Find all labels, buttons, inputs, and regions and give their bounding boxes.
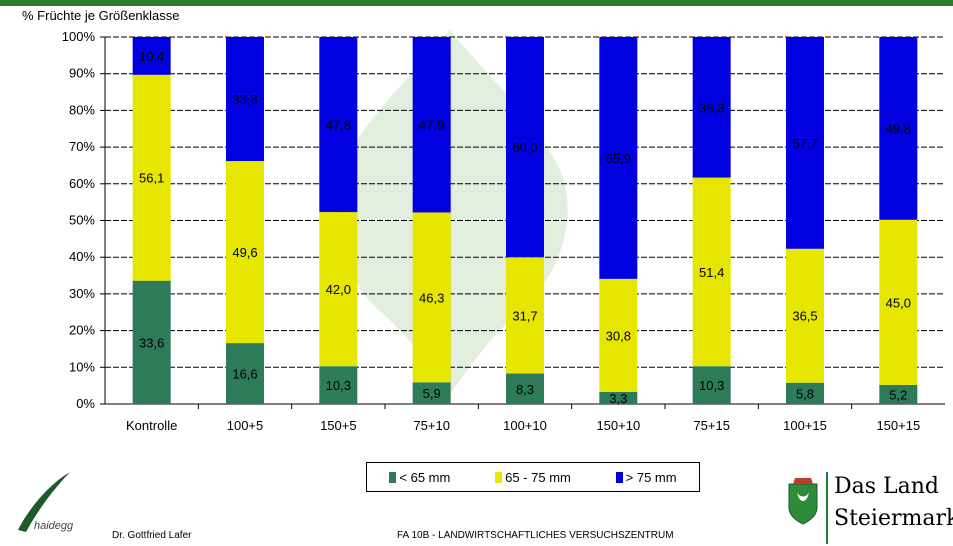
- bar-segment: [599, 391, 638, 404]
- bar-segment: [599, 278, 638, 392]
- data-label: 56,1: [139, 171, 164, 186]
- bar-segment: [692, 177, 731, 367]
- x-tick-label: 75+10: [413, 418, 450, 433]
- data-label: 30,8: [606, 328, 631, 343]
- legend-item-small: < 65 mm: [389, 470, 450, 485]
- bar-segment: [506, 373, 544, 404]
- y-tick-label: 40%: [69, 249, 95, 264]
- data-label: 36,5: [792, 309, 817, 324]
- bar-segment: [786, 382, 824, 404]
- bar-segment: [319, 37, 358, 213]
- legend-swatch-small: [389, 471, 397, 483]
- bar-segment: [692, 37, 731, 178]
- bar-segment: [506, 257, 544, 374]
- y-tick-label: 50%: [69, 213, 95, 228]
- data-label: 60,0: [512, 140, 537, 155]
- y-tick-label: 30%: [69, 286, 95, 301]
- x-tick-label: 75+15: [693, 418, 730, 433]
- bar-segment: [879, 37, 918, 220]
- x-tick-label: 150+10: [596, 418, 640, 433]
- bar-segment: [319, 366, 358, 404]
- bar-segment: [132, 74, 171, 281]
- logo-text-steiermark: Steiermark: [834, 506, 953, 531]
- data-label: 47,8: [326, 118, 351, 133]
- bar-segment: [226, 37, 264, 162]
- chart-legend: < 65 mm 65 - 75 mm > 75 mm: [366, 462, 700, 492]
- bar-segment: [506, 37, 544, 258]
- y-tick-label: 20%: [69, 323, 95, 338]
- data-label: 47,9: [419, 118, 444, 133]
- data-label: 51,4: [699, 265, 724, 280]
- logo-divider-line: [826, 472, 828, 544]
- bar-segment: [879, 219, 918, 385]
- data-label: 31,7: [512, 308, 537, 323]
- data-label: 33,6: [139, 335, 164, 350]
- haidegg-logo-text: haidegg: [34, 520, 74, 532]
- legend-item-medium: 65 - 75 mm: [495, 470, 571, 485]
- data-label: 65,9: [606, 151, 631, 166]
- data-label: 5,2: [889, 387, 907, 402]
- data-label: 8,3: [516, 382, 534, 397]
- bar-segment: [786, 37, 824, 249]
- data-label: 10,4: [139, 49, 164, 64]
- footer-institution: FA 10B - LANDWIRTSCHAFTLICHES VERSUCHSZE…: [397, 530, 674, 541]
- y-tick-label: 10%: [69, 359, 95, 374]
- data-label: 10,3: [326, 378, 351, 393]
- bar-segment: [412, 37, 451, 213]
- y-axis-title: % Früchte je Größenklasse: [22, 8, 180, 23]
- bar-segment: [132, 280, 171, 404]
- data-label: 33,8: [232, 92, 257, 107]
- legend-label-medium: 65 - 75 mm: [505, 469, 571, 485]
- data-label: 3,3: [609, 391, 627, 406]
- legend-item-large: > 75 mm: [615, 469, 677, 485]
- data-label: 38,3: [699, 100, 724, 115]
- bar-segment: [132, 37, 171, 75]
- x-tick-label: 150+15: [876, 418, 920, 433]
- y-tick-label: 100%: [62, 29, 96, 44]
- data-label: 42,0: [326, 282, 351, 297]
- data-label: 16,6: [232, 367, 257, 382]
- steiermark-coat-of-arms-icon: [788, 478, 818, 525]
- y-tick-label: 90%: [69, 66, 95, 81]
- data-label: 5,9: [423, 386, 441, 401]
- logo-text-das-land: Das Land: [834, 474, 940, 499]
- y-tick-label: 0%: [76, 396, 95, 411]
- legend-label-large: > 75 mm: [625, 469, 677, 485]
- legend-label-small: < 65 mm: [399, 469, 451, 485]
- x-tick-label: 150+5: [320, 418, 357, 433]
- y-tick-label: 60%: [69, 176, 95, 191]
- bar-segment: [786, 248, 824, 383]
- bar-segment: [879, 384, 918, 404]
- x-tick-label: 100+15: [783, 418, 827, 433]
- data-label: 45,0: [886, 295, 911, 310]
- y-tick-label: 70%: [69, 139, 95, 154]
- data-label: 49,6: [232, 245, 257, 260]
- bar-segment: [692, 366, 731, 404]
- x-tick-label: Kontrolle: [126, 418, 177, 433]
- top-banner-bar: [0, 0, 953, 6]
- data-label: 49,8: [886, 121, 911, 136]
- legend-swatch-large: [615, 471, 623, 483]
- data-label: 10,3: [699, 378, 724, 393]
- data-label: 5,8: [796, 386, 814, 401]
- bar-segment: [599, 37, 638, 279]
- y-tick-label: 80%: [69, 102, 95, 117]
- bar-segment: [412, 382, 451, 404]
- x-tick-label: 100+10: [503, 418, 547, 433]
- bar-segment: [226, 161, 264, 344]
- bar-segment: [412, 212, 451, 383]
- bar-segment: [226, 343, 264, 404]
- haidegg-logo: [18, 472, 70, 532]
- footer-author: Dr. Gottfried Lafer: [112, 530, 192, 541]
- bar-segment: [319, 212, 358, 367]
- legend-swatch-medium: [495, 471, 503, 483]
- data-label: 46,3: [419, 290, 444, 305]
- data-label: 57,7: [792, 136, 817, 151]
- x-tick-label: 100+5: [227, 418, 264, 433]
